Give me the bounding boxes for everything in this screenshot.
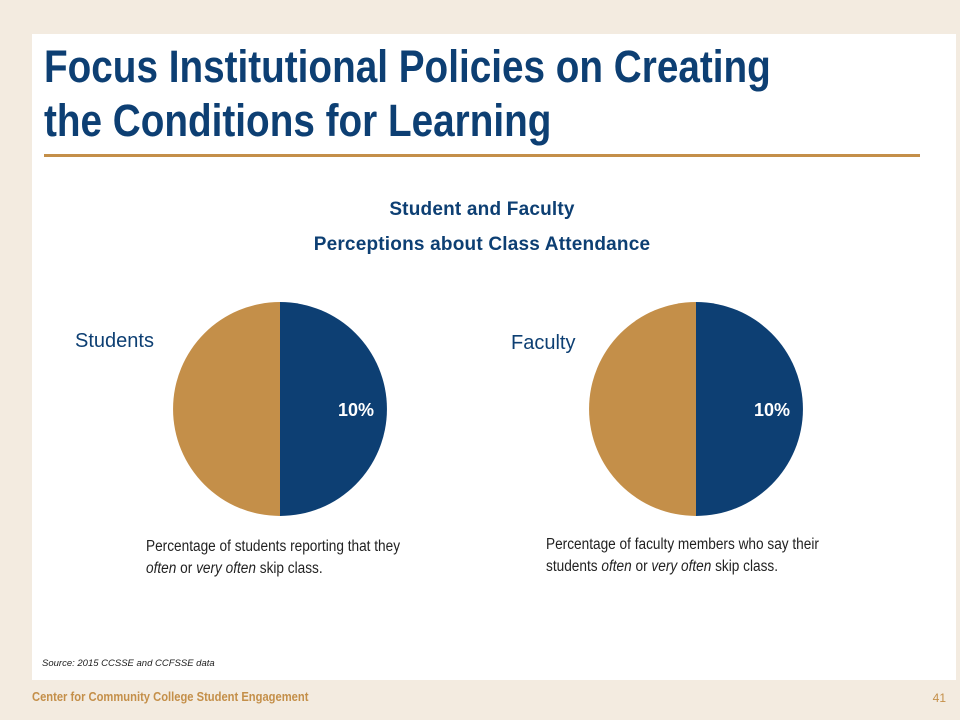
caption-emphasis: often: [601, 558, 632, 575]
title-divider: [44, 154, 920, 157]
caption-emphasis: very often: [651, 558, 712, 575]
pie-slice-other: [589, 302, 696, 516]
pie-faculty: 10%: [589, 302, 803, 516]
pie-slice-highlight: [696, 302, 803, 516]
chart-title-line1: Student and Faculty: [389, 199, 575, 220]
source-note: Source: 2015 CCSSE and CCFSSE data: [42, 658, 215, 669]
caption-students: Percentage of students reporting that th…: [146, 536, 400, 580]
footer-organization: Center for Community College Student Eng…: [32, 689, 309, 704]
pie-slice-other: [173, 302, 280, 516]
caption-faculty-line2: students often or very often skip class.: [546, 556, 819, 578]
slide-title-line2: the Conditions for Learning: [44, 95, 552, 146]
slide: Focus Institutional Policies on Creating…: [32, 34, 956, 680]
caption-students-line1: Percentage of students reporting that th…: [146, 538, 401, 555]
slide-title-line1: Focus Institutional Policies on Creating: [44, 41, 771, 92]
caption-text: or: [631, 558, 652, 575]
caption-faculty: Percentage of faculty members who say th…: [546, 534, 819, 578]
caption-students-line2: often or very often skip class.: [146, 558, 400, 580]
chart-title-line2: Perceptions about Class Attendance: [313, 234, 651, 255]
caption-text: students: [546, 558, 602, 575]
slide-title: Focus Institutional Policies on Creating…: [44, 40, 801, 148]
caption-text: or: [176, 560, 197, 577]
pie-value-label: 10%: [754, 400, 790, 420]
pie-students: 10%: [173, 302, 387, 516]
caption-emphasis: very often: [196, 560, 256, 577]
caption-text: skip class.: [255, 560, 323, 577]
pie-label-faculty: Faculty: [511, 332, 576, 354]
page-number: 41: [932, 691, 946, 705]
pie-label-students: Students: [75, 330, 154, 352]
chart-title: Student and Faculty Perceptions about Cl…: [32, 192, 932, 262]
pie-value-label: 10%: [338, 400, 374, 420]
caption-emphasis: often: [146, 560, 177, 577]
caption-faculty-line1: Percentage of faculty members who say th…: [546, 536, 819, 553]
pie-slice-highlight: [280, 302, 387, 516]
caption-text: skip class.: [711, 558, 779, 575]
pie-charts: 10% 10%: [173, 302, 803, 516]
